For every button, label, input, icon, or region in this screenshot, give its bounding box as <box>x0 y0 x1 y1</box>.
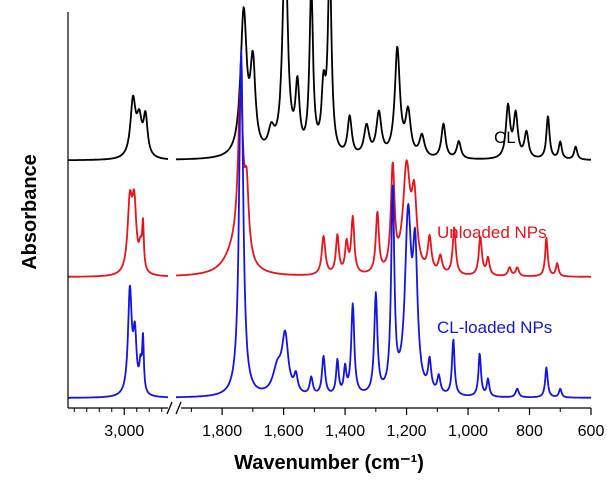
x-tick-marks <box>73 408 592 415</box>
x-tick-labels: 3,000 1,800 1,600 1,400 1,200 1,000 800 600 <box>104 423 604 440</box>
y-axis-title: Absorbance <box>19 154 41 270</box>
trace-unloaded-nps-segment-1 <box>67 188 169 278</box>
x-tick-label-1000: 1,000 <box>448 423 488 440</box>
trace-cl-segment-1 <box>67 94 169 162</box>
trace-unloaded-nps-segment-2 <box>175 85 592 278</box>
series-traces <box>67 0 592 399</box>
series-label-cl: CL <box>494 128 516 147</box>
x-tick-label-600: 600 <box>578 423 605 440</box>
x-tick-label-800: 800 <box>516 423 543 440</box>
x-tick-label-3000: 3,000 <box>104 423 144 440</box>
series-label-cl-loaded-nps: CL-loaded NPs <box>437 318 552 337</box>
x-axis-title: Wavenumber (cm⁻¹) <box>234 452 424 474</box>
trace-cl-loaded-nps-segment-1 <box>67 284 169 399</box>
x-tick-label-1200: 1,200 <box>387 423 427 440</box>
x-tick-label-1800: 1,800 <box>202 423 242 440</box>
series-label-unloaded-nps: Unloaded NPs <box>437 223 547 242</box>
x-tick-label-1600: 1,600 <box>264 423 304 440</box>
trace-cl-segment-2 <box>175 0 592 161</box>
axis-break-marker <box>166 401 182 415</box>
trace-cl-loaded-nps-segment-2 <box>175 50 592 399</box>
x-tick-label-1400: 1,400 <box>325 423 365 440</box>
